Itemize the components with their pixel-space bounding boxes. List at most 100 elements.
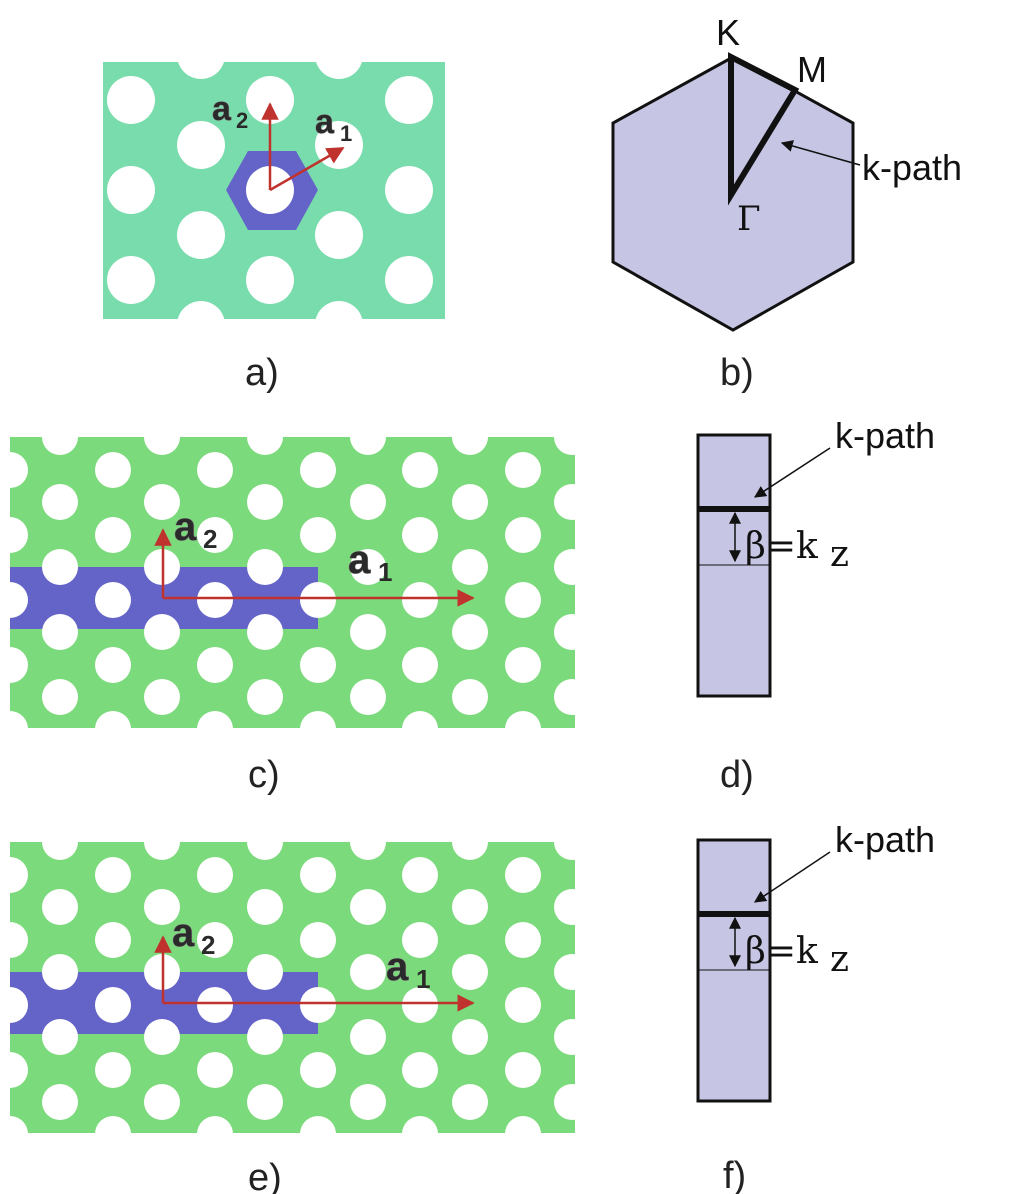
air-hole bbox=[177, 211, 225, 259]
vector-a2-subscript: 2 bbox=[203, 524, 217, 554]
air-hole bbox=[95, 1052, 131, 1088]
air-hole bbox=[247, 437, 283, 455]
air-hole bbox=[247, 889, 283, 925]
air-hole bbox=[10, 1116, 28, 1133]
air-hole bbox=[402, 517, 438, 553]
air-hole bbox=[316, 62, 362, 79]
defect-lattice-holes bbox=[10, 842, 575, 1133]
vector-a1-label: a bbox=[386, 945, 409, 989]
air-hole bbox=[505, 517, 541, 553]
air-hole bbox=[10, 857, 28, 893]
air-hole bbox=[350, 954, 386, 990]
panel-c-label: c) bbox=[248, 754, 280, 796]
air-hole bbox=[144, 484, 180, 520]
air-hole bbox=[350, 437, 386, 455]
k-path-label: k-path bbox=[835, 819, 935, 860]
air-hole bbox=[554, 679, 575, 715]
air-hole bbox=[42, 954, 78, 990]
air-hole bbox=[505, 582, 541, 618]
vector-a1-label: a bbox=[348, 538, 371, 582]
beta-label: β=k bbox=[745, 931, 819, 972]
vector-a2-label: a bbox=[212, 90, 232, 128]
air-hole bbox=[385, 166, 433, 214]
air-hole bbox=[402, 647, 438, 683]
beta-subscript: z bbox=[830, 534, 849, 575]
air-hole bbox=[107, 76, 155, 124]
air-hole bbox=[10, 517, 28, 553]
beta-subscript: z bbox=[830, 939, 849, 980]
air-hole bbox=[197, 517, 233, 553]
air-hole bbox=[300, 647, 336, 683]
air-hole bbox=[452, 1084, 488, 1120]
panel-e-defect-lattice: a 2 a 1 bbox=[10, 842, 575, 1133]
air-hole bbox=[42, 437, 78, 455]
k-path-pointer bbox=[754, 851, 831, 903]
air-hole bbox=[42, 842, 78, 860]
k-path-label: k-path bbox=[835, 415, 935, 456]
air-hole bbox=[402, 1052, 438, 1088]
beta-label: β=k bbox=[745, 526, 819, 567]
air-hole bbox=[177, 301, 225, 319]
air-hole bbox=[10, 647, 28, 683]
air-hole bbox=[197, 647, 233, 683]
air-hole bbox=[42, 1019, 78, 1055]
point-M-label: M bbox=[797, 49, 827, 90]
air-hole bbox=[144, 679, 180, 715]
air-hole bbox=[452, 889, 488, 925]
air-hole bbox=[42, 549, 78, 585]
air-hole bbox=[197, 987, 233, 1023]
air-hole bbox=[197, 582, 233, 618]
point-gamma-label: Γ bbox=[737, 199, 761, 239]
air-hole bbox=[247, 1084, 283, 1120]
air-hole bbox=[10, 582, 28, 618]
vector-a2-label: a bbox=[174, 505, 197, 549]
panel-a-label: a) bbox=[245, 352, 279, 394]
air-hole bbox=[300, 922, 336, 958]
air-hole bbox=[350, 614, 386, 650]
air-hole bbox=[197, 452, 233, 488]
air-hole bbox=[247, 954, 283, 990]
air-hole bbox=[554, 614, 575, 650]
vector-a2-subscript: 2 bbox=[236, 108, 248, 133]
k-path-label: k-path bbox=[862, 147, 962, 188]
vector-a1-arrow bbox=[269, 146, 345, 192]
k-path-triangle bbox=[728, 52, 800, 206]
air-hole bbox=[505, 987, 541, 1023]
air-hole bbox=[452, 549, 488, 585]
air-hole bbox=[247, 614, 283, 650]
air-hole bbox=[315, 211, 363, 259]
strip-lattice-holes bbox=[10, 437, 575, 728]
air-hole bbox=[300, 1052, 336, 1088]
air-hole bbox=[554, 842, 575, 860]
air-hole bbox=[177, 121, 225, 169]
air-hole bbox=[247, 679, 283, 715]
air-hole bbox=[144, 1084, 180, 1120]
air-hole bbox=[554, 549, 575, 585]
air-hole bbox=[300, 582, 336, 618]
panel-b-brillouin-zone: K M Γ k-path bbox=[611, 12, 962, 332]
air-hole bbox=[95, 452, 131, 488]
air-hole bbox=[402, 922, 438, 958]
air-hole bbox=[300, 987, 336, 1023]
air-hole bbox=[350, 1084, 386, 1120]
air-hole bbox=[452, 679, 488, 715]
k-path-pointer bbox=[780, 140, 861, 166]
vector-a1-subscript: 1 bbox=[416, 964, 430, 994]
air-hole bbox=[505, 711, 541, 728]
air-hole bbox=[300, 452, 336, 488]
air-hole bbox=[247, 842, 283, 860]
air-hole bbox=[554, 484, 575, 520]
air-hole bbox=[554, 1084, 575, 1120]
air-hole bbox=[10, 452, 28, 488]
panel-b-label: b) bbox=[720, 352, 754, 394]
air-hole bbox=[144, 842, 180, 860]
air-hole bbox=[95, 987, 131, 1023]
air-hole bbox=[402, 452, 438, 488]
vector-a2-subscript: 2 bbox=[201, 930, 215, 960]
air-hole bbox=[300, 1116, 336, 1133]
air-hole bbox=[350, 1019, 386, 1055]
panel-f-label: f) bbox=[723, 1155, 746, 1194]
air-hole bbox=[385, 76, 433, 124]
air-hole bbox=[452, 1019, 488, 1055]
